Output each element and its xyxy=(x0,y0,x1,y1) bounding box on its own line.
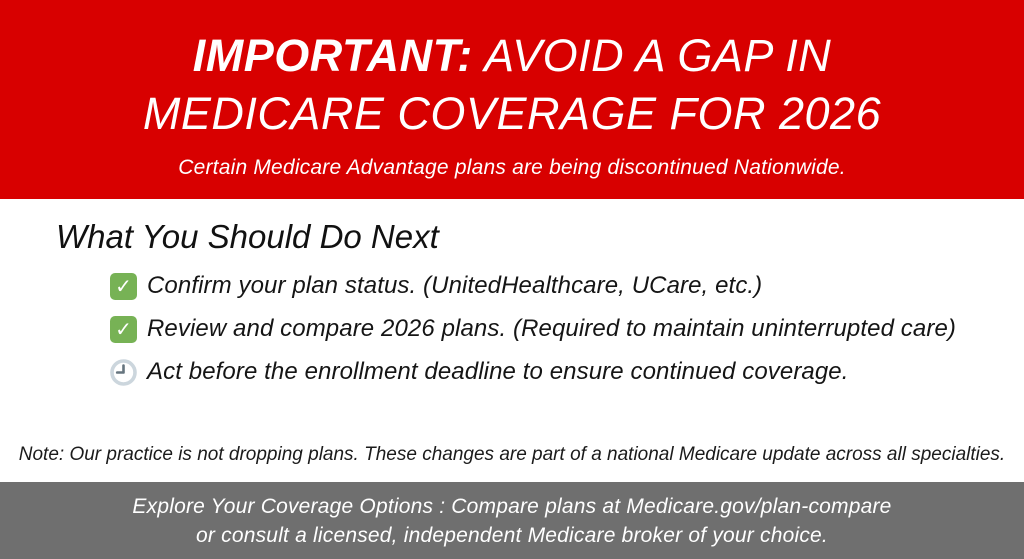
banner-title: IMPORTANT: AVOID A GAP IN xyxy=(0,27,1024,85)
list-item: ✓ Confirm your plan status. (UnitedHealt… xyxy=(110,272,1024,300)
banner-subtitle: Certain Medicare Advantage plans are bei… xyxy=(178,156,846,179)
banner-title-line1-rest: AVOID A GAP IN xyxy=(472,30,832,81)
list-item-text: Review and compare 2026 plans. (Required… xyxy=(147,315,956,342)
list-item: Act before the enrollment deadline to en… xyxy=(110,358,1024,386)
check-icon: ✓ xyxy=(110,272,137,300)
banner-title-line2: MEDICARE COVERAGE FOR 2026 xyxy=(142,88,882,139)
footer-line1: Explore Your Coverage Options : Compare … xyxy=(132,494,892,518)
footer-banner: Explore Your Coverage Options : Compare … xyxy=(0,482,1024,559)
practice-note: Note: Our practice is not dropping plans… xyxy=(18,444,1006,465)
check-icon: ✓ xyxy=(110,315,137,343)
clock-icon xyxy=(110,358,137,386)
banner-title-important: IMPORTANT: xyxy=(192,30,473,81)
list-item: ✓ Review and compare 2026 plans. (Requir… xyxy=(110,315,1024,343)
action-checklist: ✓ Confirm your plan status. (UnitedHealt… xyxy=(110,272,1024,386)
footer-line2: or consult a licensed, independent Medic… xyxy=(196,523,828,547)
action-section: What You Should Do Next ✓ Confirm your p… xyxy=(0,199,1024,482)
section-heading: What You Should Do Next xyxy=(56,218,439,255)
alert-banner: IMPORTANT: AVOID A GAP IN MEDICARE COVER… xyxy=(0,0,1024,199)
list-item-text: Confirm your plan status. (UnitedHealthc… xyxy=(147,272,763,299)
list-item-text: Act before the enrollment deadline to en… xyxy=(147,358,849,385)
